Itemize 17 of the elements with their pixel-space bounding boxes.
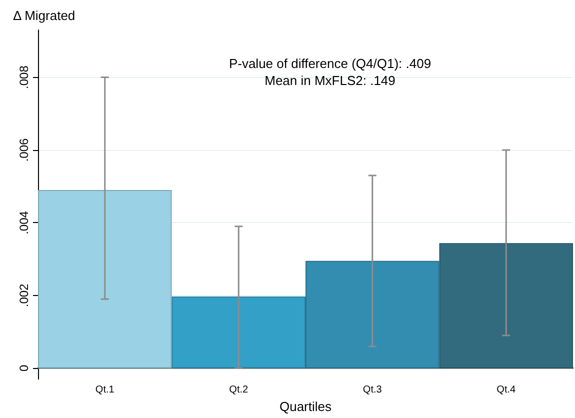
bar: [172, 296, 306, 368]
x-tick-label: Qt.2: [229, 384, 249, 396]
y-tick-label: .002: [17, 283, 31, 308]
x-axis-title: Quartiles: [279, 399, 332, 414]
bar: [306, 260, 440, 368]
y-axis-title: Δ Migrated: [13, 8, 76, 23]
annotation: Mean in MxFLS2: .149: [264, 73, 396, 88]
x-tick-label: Qt.1: [95, 384, 115, 396]
bar: [439, 243, 573, 368]
annotation: P-value of difference (Q4/Q1): .409: [228, 56, 432, 71]
y-tick-label: .004: [17, 210, 31, 234]
x-tick-label: Qt.3: [362, 384, 382, 396]
y-tick-label: .008: [17, 65, 31, 89]
y-tick-label: .006: [17, 138, 31, 162]
x-tick-label: Qt.4: [496, 384, 516, 396]
y-tick-label: 0: [17, 364, 31, 372]
bar: [38, 190, 172, 368]
